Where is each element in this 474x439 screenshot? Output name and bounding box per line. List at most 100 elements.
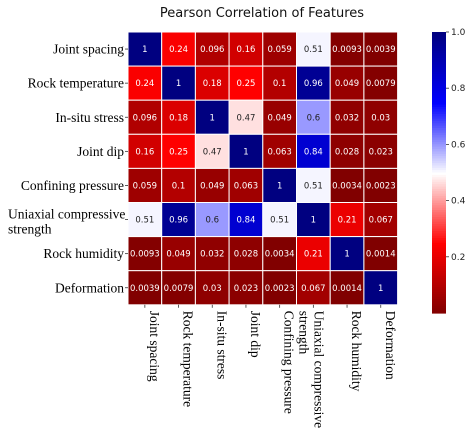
cell-value-label: 0.25	[236, 79, 255, 89]
cell-value-label: 0.096	[133, 113, 157, 123]
cell-value-label: 0.21	[304, 250, 323, 260]
colorbar-segment	[432, 238, 446, 242]
cell-value-label: 0.0014	[366, 250, 396, 260]
cell-value-label: 0.96	[169, 216, 188, 226]
colorbar-segment	[432, 184, 446, 188]
heatmap-cell	[329, 99, 365, 135]
colorbar-segment	[432, 305, 446, 309]
cell-value-label: 0.023	[234, 284, 258, 294]
row-label: Joint dip	[77, 144, 124, 159]
colorbar-segment	[432, 205, 446, 209]
colorbar-segment	[432, 53, 446, 57]
heatmap-cell	[363, 99, 399, 135]
colorbar-segment	[432, 60, 446, 64]
heatmap-cell	[296, 99, 331, 135]
colorbar-segment	[432, 275, 446, 279]
colorbar-segment	[432, 50, 446, 54]
cell-value-label: 0.059	[133, 181, 157, 191]
colorbar-segment	[432, 291, 446, 295]
colorbar-segment	[432, 109, 446, 113]
cell-value-label: 0.028	[234, 250, 258, 260]
cell-value-label: 0.063	[267, 147, 291, 157]
cell-value-label: 1	[277, 181, 282, 191]
colorbar-segment	[432, 85, 446, 89]
colorbar-segment	[432, 55, 446, 59]
heatmap-cell	[262, 202, 297, 238]
colorbar-segment	[432, 125, 446, 129]
heatmap-cell	[329, 236, 365, 272]
cell-value-label: 0.16	[236, 45, 255, 55]
colorbar-segment	[432, 296, 446, 300]
colorbar-segment	[432, 90, 446, 94]
colorbar-segment	[432, 282, 446, 286]
colorbar-segment	[432, 167, 446, 171]
colorbar-segment	[432, 142, 446, 145]
heatmap-cell	[262, 167, 297, 203]
colorbar-tick-label: 0.6	[451, 140, 466, 150]
colorbar-segment	[432, 128, 446, 131]
colorbar-segment	[432, 41, 446, 45]
column-label: Confining pressure	[282, 311, 297, 414]
cell-value-label: 0.049	[166, 250, 190, 260]
cell-value-label: 0.1	[273, 79, 287, 89]
cell-value-label: 0.032	[335, 113, 359, 123]
colorbar-segment	[432, 97, 446, 101]
colorbar-segment	[432, 160, 446, 164]
colorbar-segment	[432, 34, 446, 38]
colorbar-tick-label: 0.8	[451, 84, 466, 94]
cell-value-label: 0.096	[200, 45, 224, 55]
colorbar-segment	[432, 221, 446, 225]
colorbar-segment	[432, 146, 446, 150]
cell-value-label: 0.84	[304, 147, 323, 157]
cell-value-label: 0.0093	[130, 250, 160, 260]
colorbar: 0.2 0.4 0.6 0.8 1.0	[432, 28, 466, 314]
heatmap-cell	[329, 202, 365, 238]
colorbar-segment	[432, 242, 446, 246]
colorbar-segment	[432, 111, 446, 115]
heatmap-cell	[262, 99, 297, 135]
colorbar-segment	[432, 308, 446, 312]
colorbar-segment	[432, 207, 446, 211]
colorbar-segment	[432, 284, 446, 288]
heatmap-cell	[194, 270, 230, 306]
colorbar-segment	[432, 177, 446, 181]
heatmap-cell	[296, 236, 331, 272]
colorbar-segment	[432, 301, 446, 305]
column-label: Rock humidity	[349, 311, 364, 392]
cell-value-label: 0.6	[307, 113, 321, 123]
colorbar-segment	[432, 43, 446, 47]
colorbar-segment	[432, 118, 446, 122]
cell-value-label: 0.063	[234, 181, 258, 191]
cell-value-label: 0.47	[203, 147, 222, 157]
cell-value-label: 0.049	[200, 181, 224, 191]
colorbar-segment	[432, 130, 446, 134]
colorbar-segment	[432, 188, 446, 192]
colorbar-segment	[432, 266, 446, 270]
heatmap-cell	[296, 65, 331, 101]
cell-value-label: 0.0014	[332, 284, 362, 294]
colorbar-segment	[432, 116, 446, 120]
cell-value-label: 0.24	[135, 79, 154, 89]
colorbar-segment	[432, 67, 446, 71]
colorbar-segment	[432, 144, 446, 148]
colorbar-segment	[432, 303, 446, 307]
column-label-line2: strength	[296, 311, 311, 355]
colorbar-segment	[432, 252, 446, 256]
colorbar-segment	[432, 71, 446, 75]
cell-value-label: 0.16	[135, 147, 154, 157]
colorbar-tick-label: 0.2	[451, 253, 465, 263]
column-label: Joint dip	[248, 311, 263, 358]
colorbar-segment	[432, 78, 446, 82]
colorbar-segment	[432, 209, 446, 213]
heatmap-cell	[161, 99, 196, 135]
heatmap-cell	[296, 31, 331, 67]
colorbar-segment	[432, 261, 446, 265]
colorbar-segment	[432, 32, 446, 35]
cell-value-label: 0.84	[236, 216, 255, 226]
heatmap-cell	[363, 202, 399, 238]
colorbar-segment	[432, 174, 446, 178]
colorbar-segment	[432, 224, 446, 227]
column-label: Rock temperature	[181, 311, 196, 407]
heatmap-cell	[262, 270, 297, 306]
cell-value-label: 0.21	[338, 216, 357, 226]
